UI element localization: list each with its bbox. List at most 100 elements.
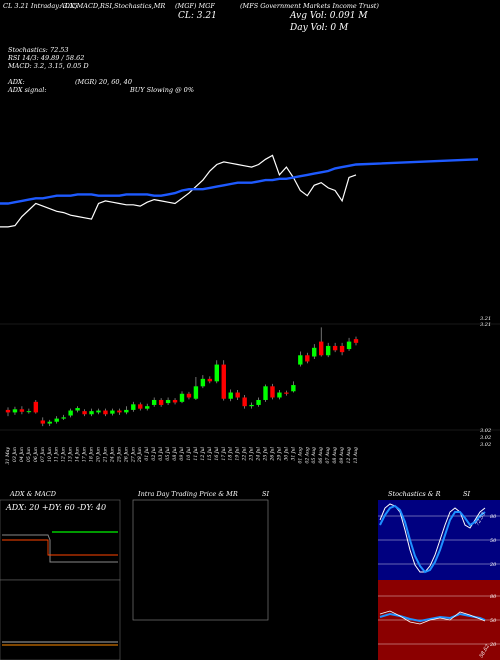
header-ticker: (MGF) MGF [175, 2, 215, 10]
header-macd: MACD: 3.2, 3.15, 0.05 D [8, 62, 89, 70]
stoch-panel-title: Stochastics & R [388, 490, 441, 498]
candle-body [33, 401, 39, 413]
minus-di-line [2, 539, 118, 556]
x-axis-label: 08 Aug [332, 447, 338, 464]
candle-body [305, 355, 310, 362]
candle-body [277, 392, 282, 398]
candle-body [353, 339, 359, 343]
x-axis-label: 29 Jul [276, 446, 282, 461]
candle-body [186, 393, 192, 398]
x-axis-label: 27 Jun [130, 447, 136, 463]
stoch-tick-80: 80 [490, 514, 497, 520]
header-buy-slowing: BUY Slowing @ 0% [130, 86, 194, 94]
x-axis-label: 17 Jul [221, 446, 227, 460]
x-axis-label: 31 Jul [290, 446, 296, 460]
candle-body [5, 409, 11, 413]
adx-values: ADX: 20 +DY: 60 -DY: 40 [5, 503, 106, 512]
candle-body [89, 411, 94, 415]
x-axis-label: 04 Jun [19, 447, 25, 462]
x-axis-label: 06 Jun [33, 447, 39, 462]
candle-body [75, 408, 80, 411]
rsi-tick-50: 50 [490, 618, 497, 624]
x-axis-label: 25 Jun [116, 447, 122, 463]
header-close: CL: 3.21 [178, 11, 217, 21]
candle-body [256, 399, 261, 405]
candle-body [12, 409, 18, 413]
price-label-bottom2: 3.02 [480, 435, 491, 441]
candle-body [172, 399, 178, 403]
candle-body [19, 409, 25, 412]
x-axis-label: 07 Jun [40, 447, 46, 462]
candle-body [346, 341, 352, 350]
x-axis-label: 10 Jul [186, 446, 192, 460]
x-axis-label: 09 Jul [179, 446, 185, 460]
x-axis-label: 12 Jun [61, 447, 67, 462]
price-label-top2: 3.21 [480, 322, 491, 328]
candle-body [332, 345, 338, 351]
x-axis-label: 16 Jul [214, 446, 220, 460]
stoch-panel-si: SI [463, 490, 471, 498]
adx-panel-title: ADX & MACD [10, 490, 56, 498]
x-axis-label: 14 Jun [75, 447, 81, 462]
price-label-top: 3.21 [480, 316, 491, 322]
x-axis-label: 05 Aug [311, 447, 317, 464]
x-axis-label: 26 Jun [123, 447, 129, 463]
candle-body [179, 393, 185, 402]
header-stoch: Stochastics: 72.53 [8, 46, 69, 54]
header-mgr: (MGR) 20, 60, 40 [75, 78, 132, 86]
x-axis-label: 17 Jun [82, 447, 88, 462]
candle-body [284, 392, 289, 394]
x-axis-label: 11 Jul [193, 446, 199, 460]
x-axis-label: 05 Jun [26, 447, 32, 462]
x-axis-label: 01 Jul [144, 446, 150, 460]
candle-body [54, 418, 59, 422]
x-axis-label: 03 Jun [12, 447, 18, 462]
stoch-panel [378, 500, 500, 580]
rsi-value: 58.62 [479, 644, 491, 659]
stoch-tick-50: 50 [490, 538, 497, 544]
price-label-bottom3: 3.02 [480, 442, 491, 448]
stoch-slow-line [379, 504, 486, 574]
x-axis-label: 25 Jul [263, 446, 269, 461]
candle-body [124, 409, 129, 413]
x-axis-label: 21 Jun [102, 447, 108, 463]
x-axis-label: 12 Jul [200, 446, 206, 460]
x-axis-label: 13 Jun [68, 447, 74, 462]
x-axis-label: 09 Aug [339, 447, 345, 464]
x-axis-label: 18 Jun [89, 447, 95, 462]
header-line1-left: CL 3.21 Intraday: 3.15 [3, 2, 78, 10]
candle-body [325, 345, 331, 356]
candle-body [110, 410, 115, 414]
candle-body [207, 378, 213, 382]
x-axis-label: 02 Jul [151, 446, 157, 460]
header-day-vol: Day Vol: 0 M [290, 23, 349, 33]
price-line [0, 154, 357, 228]
candle-body [312, 347, 317, 357]
x-axis-label: 18 Jul [228, 446, 234, 460]
x-axis-label: 02 Aug [304, 447, 310, 464]
mr-panel-si: SI [262, 490, 270, 498]
rsi-tick-80: 80 [490, 594, 497, 600]
mr-panel [132, 499, 269, 621]
candle-body [298, 355, 303, 365]
stoch-value: 72.53 [475, 512, 487, 527]
candle-body [47, 421, 52, 424]
header-rsi: RSI 14/3: 49.89 / 58.62 [8, 54, 85, 62]
x-axis-label: 26 Jul [269, 446, 275, 461]
stoch-fast-line [379, 503, 486, 573]
candle-body [131, 404, 136, 410]
price-label-bottom: 3.02 [480, 428, 491, 434]
header-company: (MFS Government Markets Income Trust) [240, 2, 379, 10]
candle-body [40, 420, 45, 424]
x-axis-label: 06 Aug [318, 447, 324, 464]
ma-line [0, 158, 479, 205]
adx-panel [0, 499, 121, 581]
rsi-panel [378, 580, 500, 660]
candle-body [193, 386, 199, 399]
adx-line [2, 534, 118, 563]
candle-body [200, 378, 206, 387]
x-axis-label: 13 Aug [353, 447, 359, 464]
x-axis-label: 31 May [5, 447, 11, 465]
x-axis-label: 08 Jul [172, 446, 178, 460]
macd-panel [0, 579, 121, 660]
